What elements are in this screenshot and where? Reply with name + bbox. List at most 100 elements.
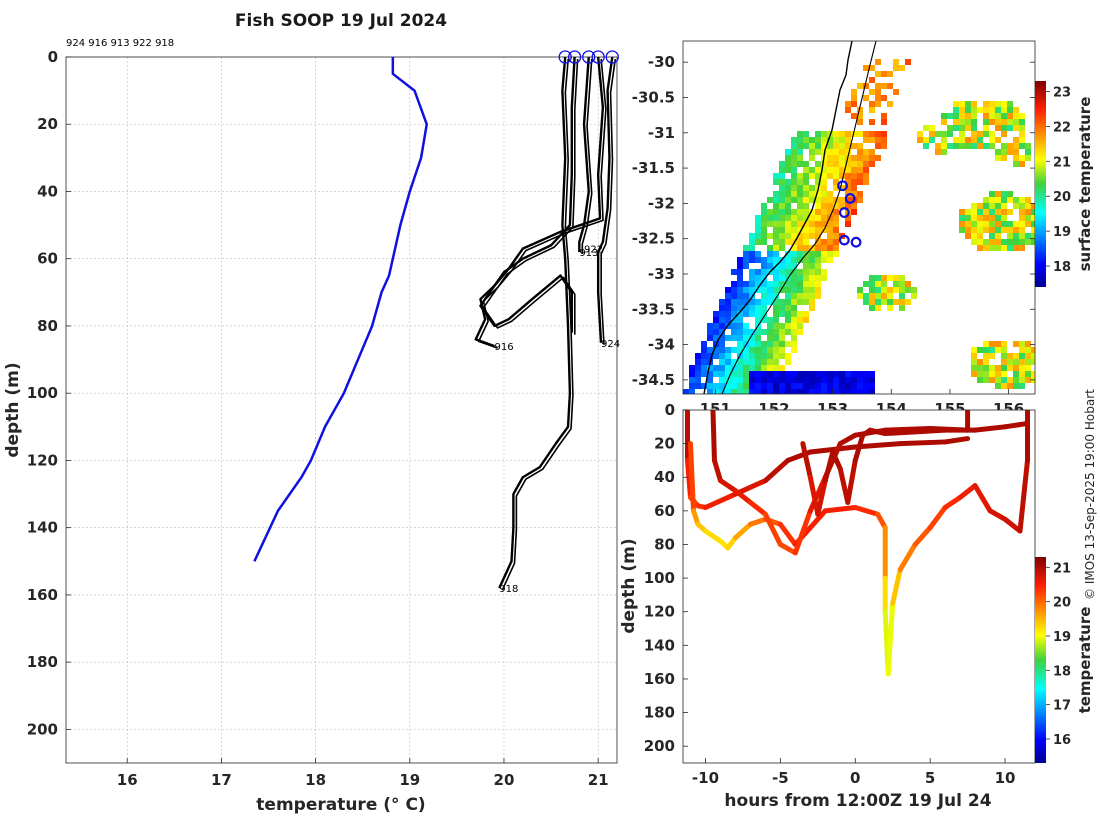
sst-cell — [869, 287, 875, 293]
sst-cell — [845, 179, 851, 185]
sst-cell — [797, 275, 803, 281]
sst-cell — [803, 311, 809, 317]
sst-cell — [1001, 125, 1007, 131]
sst-cell — [737, 371, 743, 377]
sst-cell — [779, 275, 785, 281]
sst-cell — [1019, 221, 1025, 227]
sst-cell — [713, 353, 719, 359]
sst-cell — [695, 377, 701, 383]
map-colorbar — [1035, 81, 1046, 287]
sst-cell — [809, 227, 815, 233]
sst-cell — [1031, 353, 1035, 359]
sst-cell — [839, 377, 845, 383]
sst-cell — [791, 233, 797, 239]
sst-cell — [779, 173, 785, 179]
sst-cell — [833, 173, 839, 179]
track-t3-segment — [732, 488, 753, 505]
sst-cell — [719, 317, 725, 323]
sst-cell — [791, 185, 797, 191]
sst-cell — [791, 257, 797, 263]
sst-cell — [725, 287, 731, 293]
sst-cell — [827, 191, 833, 197]
sst-cell — [803, 137, 809, 143]
sst-cell — [767, 299, 773, 305]
sst-cell — [875, 71, 881, 77]
sst-cell — [785, 311, 791, 317]
sst-cell — [755, 377, 761, 383]
sst-cell — [707, 365, 713, 371]
sst-cell — [767, 221, 773, 227]
sst-cell — [791, 173, 797, 179]
map-cbtick-label: 21 — [1053, 155, 1071, 170]
sst-cell — [869, 149, 875, 155]
sst-cell — [851, 173, 857, 179]
sst-cell — [773, 173, 779, 179]
sst-cell — [779, 215, 785, 221]
sst-cell — [833, 179, 839, 185]
sst-cell — [773, 377, 779, 383]
sst-cell — [851, 101, 857, 107]
sst-cell — [995, 383, 1001, 389]
sst-cell — [755, 365, 761, 371]
sst-cell — [797, 287, 803, 293]
track-t2-segment — [957, 483, 978, 500]
sst-cell — [851, 95, 857, 101]
timedepth-xtick-label: 10 — [995, 769, 1016, 787]
sst-cell — [707, 353, 713, 359]
sst-cell — [863, 95, 869, 101]
sst-cell — [779, 335, 785, 341]
sst-cell — [821, 275, 827, 281]
sst-cell — [689, 377, 695, 383]
sst-cell — [797, 299, 803, 305]
sst-cell — [965, 221, 971, 227]
sst-cell — [977, 227, 983, 233]
sst-cell — [899, 287, 905, 293]
sst-cell — [785, 185, 791, 191]
sst-cell — [821, 377, 827, 383]
sst-cell — [887, 299, 893, 305]
sst-cell — [869, 275, 875, 281]
timedepth-ytick-label: 20 — [654, 435, 675, 453]
sst-cell — [815, 227, 821, 233]
sst-cell — [815, 137, 821, 143]
sst-cell — [785, 197, 791, 203]
sst-cell — [851, 371, 857, 377]
sst-cell — [857, 143, 863, 149]
sst-cell — [983, 197, 989, 203]
sst-cell — [749, 347, 755, 353]
sst-cell — [881, 95, 887, 101]
sst-cell — [701, 371, 707, 377]
sst-cell — [791, 347, 797, 353]
sst-cell — [719, 371, 725, 377]
sst-cell — [767, 377, 773, 383]
sst-cell — [785, 323, 791, 329]
sst-cell — [803, 185, 809, 191]
sst-cell — [809, 221, 815, 227]
sst-cell — [1013, 107, 1019, 113]
sst-cell — [833, 161, 839, 167]
sst-cell — [767, 389, 773, 394]
sst-cell — [959, 137, 965, 143]
sst-cell — [803, 161, 809, 167]
sst-cell — [1013, 143, 1019, 149]
sst-cell — [941, 131, 947, 137]
sst-cell — [1001, 197, 1007, 203]
profile-label-916: 916 — [495, 342, 514, 353]
sst-cell — [737, 317, 743, 323]
sst-cell — [773, 251, 779, 257]
sst-cell — [689, 383, 695, 389]
track-t3-segment — [710, 410, 717, 463]
sst-cell — [809, 377, 815, 383]
sst-cell — [767, 359, 773, 365]
sst-cell — [989, 203, 995, 209]
sst-cell — [719, 377, 725, 383]
sst-cell — [941, 119, 947, 125]
sst-cell — [701, 341, 707, 347]
sst-cell — [851, 167, 857, 173]
sst-cell — [821, 185, 827, 191]
sst-cell — [911, 287, 917, 293]
sst-cell — [797, 197, 803, 203]
track-t4-segment — [1002, 420, 1031, 430]
sst-cell — [977, 203, 983, 209]
